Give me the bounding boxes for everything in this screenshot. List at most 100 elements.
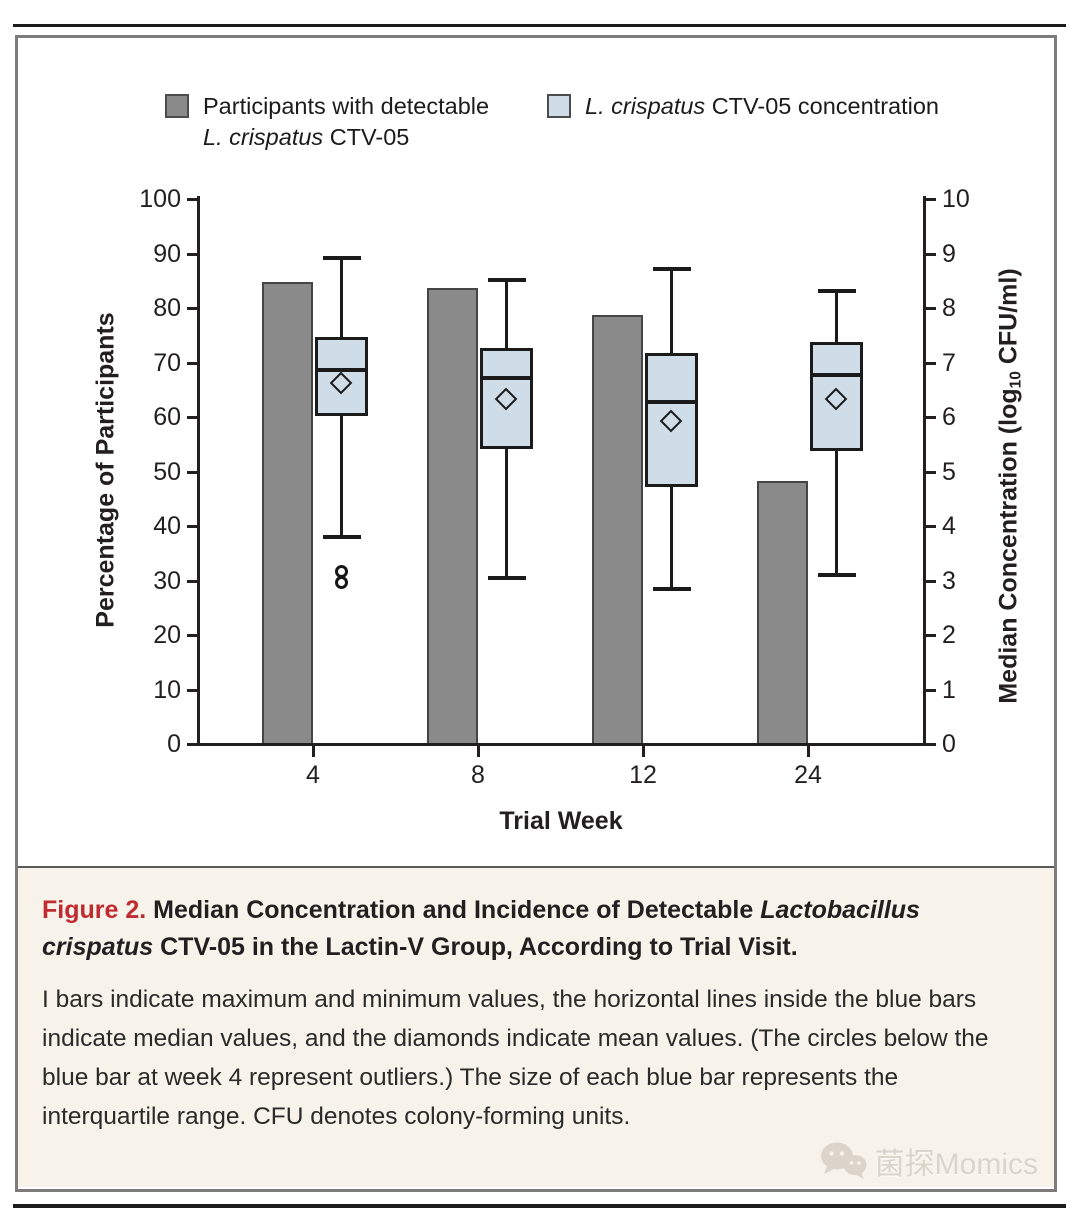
whisker-lower-week-24 [835, 451, 838, 575]
x-tick-label: 24 [794, 761, 822, 789]
y-right-tick [926, 634, 936, 637]
iqr-box-week-4 [315, 336, 368, 416]
whisker-lower-week-12 [670, 486, 673, 588]
y-right-tick-label: 3 [942, 566, 956, 595]
watermark-text: 菌探Momics [874, 1148, 1038, 1181]
caption-title-italic: Lactobacillus crispatus [42, 896, 920, 961]
caption-title: Figure 2. Median Concentration and Incid… [42, 892, 1028, 966]
y-left-tick-label: 40 [153, 512, 181, 540]
legend-boxes-italic: L. crispatus [585, 93, 706, 119]
legend-boxes-rest: CTV-05 concentration [705, 93, 939, 119]
y-left-tick [187, 743, 197, 746]
y-right-tick-label: 0 [942, 730, 956, 758]
bar-week-8 [427, 287, 478, 743]
median-line-week-24 [810, 373, 863, 378]
y-left-tick [187, 688, 197, 692]
legend-label-boxes: L. crispatus CTV-05 concentration [585, 91, 939, 122]
whisker-upper-week-8 [505, 279, 508, 348]
y-left-axis-line [197, 196, 200, 743]
y-right-tick-label: 5 [942, 457, 956, 486]
whisker-cap-min-week-4 [322, 534, 361, 539]
y-left-tick-label: 20 [153, 621, 181, 649]
y-right-tick-label: 7 [942, 348, 956, 377]
iqr-box-week-12 [645, 353, 698, 487]
y-left-tick [187, 579, 197, 583]
whisker-cap-max-week-4 [322, 255, 361, 260]
x-tick [642, 746, 645, 757]
whisker-cap-max-week-24 [817, 288, 856, 293]
gray-bar-swatch-icon [165, 94, 189, 118]
y-left-tick [187, 361, 197, 365]
y-right-tick [926, 307, 936, 310]
y-right-tick-label: 6 [942, 403, 956, 431]
iqr-box-week-24 [810, 342, 863, 452]
chart-area: Participants with detectable L. crispatu… [18, 38, 1054, 866]
y-left-tick [187, 252, 197, 256]
bar-week-12 [592, 315, 643, 743]
y-left-tick-label: 50 [153, 457, 181, 486]
caption-panel: Figure 2. Median Concentration and Incid… [18, 866, 1054, 1187]
median-line-week-4 [315, 367, 368, 372]
y-right-tick-label: 4 [942, 512, 956, 540]
y-right-tick-label: 8 [942, 294, 956, 322]
y-right-tick [926, 198, 936, 201]
y-right-tick [926, 416, 936, 419]
whisker-cap-min-week-24 [817, 573, 856, 578]
y-left-tick-label: 0 [167, 730, 181, 758]
top-rule [13, 24, 1066, 27]
legend-item-bars: Participants with detectable L. crispatu… [165, 91, 489, 153]
y-right-tick [926, 688, 936, 692]
whisker-upper-week-12 [670, 268, 673, 354]
x-tick-label: 8 [471, 761, 485, 789]
bar-week-4 [262, 282, 313, 743]
whisker-lower-week-8 [505, 448, 508, 577]
figure-number-label: Figure 2. [42, 896, 147, 924]
plot-region: 0 10 20 30 40 50 60 70 80 90 100 0 1 2 3 4 5 6 7 8 9 10 4 8 12 24 [18, 38, 1054, 866]
legend-bars-line2-italic: L. crispatus [203, 124, 324, 150]
y-left-tick [187, 416, 197, 419]
x-axis-line [197, 743, 926, 746]
iqr-box-week-8 [480, 347, 533, 449]
median-line-week-8 [480, 375, 533, 380]
y-left-tick-label: 30 [153, 566, 181, 595]
x-tick [312, 746, 315, 757]
whisker-lower-week-4 [340, 416, 343, 536]
x-tick [477, 746, 480, 757]
y-right-tick [926, 743, 936, 746]
y-left-tick [187, 307, 197, 310]
y-left-tick [187, 198, 197, 201]
y-right-tick-label: 2 [942, 621, 956, 649]
y-left-tick-label: 10 [153, 675, 181, 704]
x-axis-title: Trial Week [499, 807, 623, 835]
median-line-week-12 [645, 400, 698, 405]
y-right-tick-label: 10 [942, 185, 970, 213]
y-right-tick-label: 1 [942, 675, 956, 704]
y-left-tick-label: 100 [139, 185, 181, 213]
caption-body: I bars indicate maximum and minimum valu… [42, 986, 989, 1130]
y-left-tick [187, 470, 197, 474]
caption-title-part2: CTV-05 in the Lactin-V Group, According … [153, 933, 798, 961]
y-right-tick-label: 9 [942, 239, 956, 268]
legend-bars-line2-rest: CTV-05 [323, 124, 410, 150]
whisker-cap-max-week-12 [652, 266, 691, 271]
y-right-axis-line [923, 196, 926, 743]
y-right-tick [926, 470, 936, 474]
whisker-cap-max-week-8 [487, 277, 526, 282]
y-left-tick-label: 80 [153, 294, 181, 322]
bottom-rule [13, 1204, 1066, 1208]
blue-box-swatch-icon [547, 94, 571, 118]
caption-title-part1: Median Concentration and Incidence of De… [146, 896, 761, 924]
bar-week-24 [757, 481, 808, 743]
legend-bars-line1: Participants with detectable [203, 93, 490, 119]
y-right-tick [926, 525, 936, 528]
figure-frame: Participants with detectable L. crispatu… [15, 35, 1057, 1192]
y-left-tick-label: 60 [153, 403, 181, 431]
whisker-cap-min-week-12 [652, 586, 691, 591]
y-left-tick [187, 634, 197, 637]
y-right-tick [926, 361, 936, 365]
legend-label-bars: Participants with detectable L. crispatu… [203, 91, 489, 153]
wechat-icon [820, 1142, 867, 1179]
y-left-tick-label: 70 [153, 348, 181, 377]
whisker-cap-min-week-8 [487, 575, 526, 580]
